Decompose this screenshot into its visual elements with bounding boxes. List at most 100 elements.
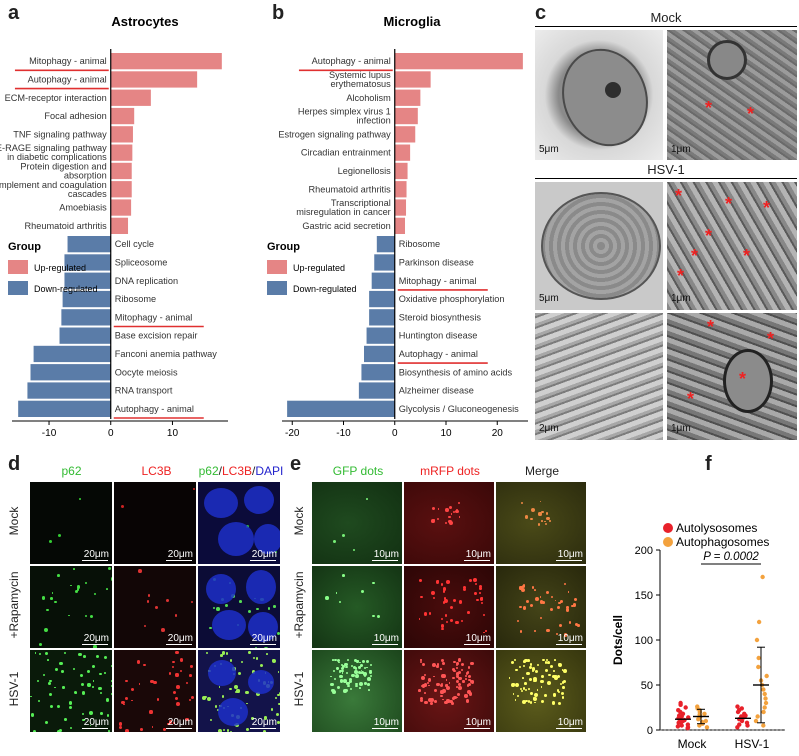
data-point [683, 705, 688, 710]
data-point [697, 723, 702, 728]
merge-slash: / [252, 464, 256, 478]
fluorescent-dot [271, 659, 276, 664]
fluorescent-dot [526, 671, 530, 676]
fluorescent-dot [465, 698, 470, 703]
fluorescent-dot [456, 680, 460, 684]
legend-swatch-down [8, 281, 28, 295]
fluorescent-dot [530, 692, 534, 696]
nucleus-stain [218, 698, 248, 726]
fluorescent-dot [478, 584, 482, 589]
fluorescent-dot [175, 650, 180, 655]
fluorescent-dot [447, 580, 450, 584]
fluorescent-dot [337, 685, 341, 689]
fluorescent-dot [563, 669, 568, 674]
fluorescent-dot [550, 596, 553, 599]
fluorescent-dot [541, 510, 545, 514]
fluorescent-dot [436, 580, 440, 583]
fluorescent-dot [566, 606, 569, 609]
fluorescent-dot [172, 666, 175, 669]
data-point [763, 696, 768, 701]
asterisk: * [675, 186, 683, 206]
fluorescent-dot [519, 606, 522, 609]
mock-title-rule [535, 26, 797, 27]
fluorescent-dot [529, 662, 533, 666]
fluorescent-dot [338, 670, 342, 674]
fluorescent-dot [206, 651, 209, 654]
fluorescent-dot [358, 681, 363, 686]
scalebar [556, 643, 582, 645]
fluorescent-dot [480, 601, 483, 605]
category-label: Legionellosis [338, 166, 392, 176]
fluorescent-dot [174, 614, 178, 618]
fluorescent-dot [436, 665, 439, 668]
fluorescent-dot [546, 659, 549, 662]
fluorescent-dot [107, 730, 110, 732]
fluorescent-dot [344, 662, 348, 667]
panel-label-c: c [535, 2, 547, 24]
micrograph-cell: 10μm [312, 482, 402, 564]
fluorescent-dot [149, 710, 153, 714]
fluorescent-dot [214, 705, 218, 708]
fluorescent-dot [260, 663, 264, 667]
category-label: infection [357, 116, 391, 126]
bar-up [110, 144, 133, 161]
fluorescent-dot [239, 599, 242, 603]
category-label: cascades [68, 189, 107, 199]
fluorescent-dot [80, 673, 84, 677]
fluorescent-dot [192, 488, 195, 491]
fluorescent-dot [483, 631, 486, 634]
fluorescent-dot [110, 684, 112, 687]
fluorescent-dot [84, 614, 88, 618]
fluorescent-dot [356, 659, 359, 662]
fluorescent-dot [47, 682, 51, 685]
fluorescent-dot [111, 692, 112, 695]
fluorescent-dot [325, 596, 329, 600]
bar-down [366, 327, 395, 344]
category-label: AGE-RAGE signaling pathway [0, 143, 107, 153]
fluorescent-dot [348, 679, 352, 684]
fluorescent-dot [445, 614, 448, 617]
fluorescent-dot [333, 677, 336, 680]
fluorescent-dot [531, 670, 534, 673]
micrograph-cell: 20μm [30, 482, 112, 564]
bar-up [394, 144, 411, 161]
bar-down [364, 345, 395, 363]
category-label: Mitophagy - animal [399, 276, 477, 286]
fluorescent-dot [70, 726, 73, 729]
row-label-mock: Mock [292, 506, 306, 536]
fluorescent-dot [48, 692, 53, 697]
fluorescent-dot [512, 693, 515, 695]
fluorescent-dot [341, 665, 346, 669]
fluorescent-dot [270, 708, 273, 711]
row-label-rapamycin: +Rapamycin [7, 571, 21, 639]
fluorescent-dot [479, 592, 481, 594]
fluorescent-dot [458, 685, 462, 690]
fluorescent-dot [467, 678, 471, 682]
fluorescent-dot [234, 685, 239, 689]
fluorescent-dot [139, 728, 143, 731]
legend-label-up: Up-regulated [34, 263, 86, 273]
scalebar-label: 10μm [373, 549, 399, 560]
fluorescent-dot [548, 673, 551, 677]
category-label: Estrogen signaling pathway [278, 129, 391, 139]
fluorescent-dot [364, 674, 367, 677]
panel-label-d: d [8, 453, 21, 475]
fluorescent-dot [556, 606, 560, 610]
fluorescent-dot [445, 683, 449, 687]
nucleus-stain [248, 670, 274, 694]
fluorescent-dot [561, 695, 565, 699]
fluorescent-dot [445, 522, 448, 525]
fluorescent-dot [225, 603, 229, 608]
fluorescent-dot [46, 609, 49, 612]
fluorescent-dot [360, 589, 365, 594]
bar-down [374, 254, 395, 271]
fluorescent-dot [279, 691, 280, 695]
bar-down [369, 309, 395, 326]
fluorescent-dot [455, 675, 459, 679]
fluorescent-dot [81, 690, 86, 695]
panel-label-e: e [290, 453, 302, 475]
fluorescent-dot [432, 521, 435, 524]
category-label: Mitophagy - animal [115, 312, 193, 322]
fluorescent-dot [99, 672, 102, 676]
